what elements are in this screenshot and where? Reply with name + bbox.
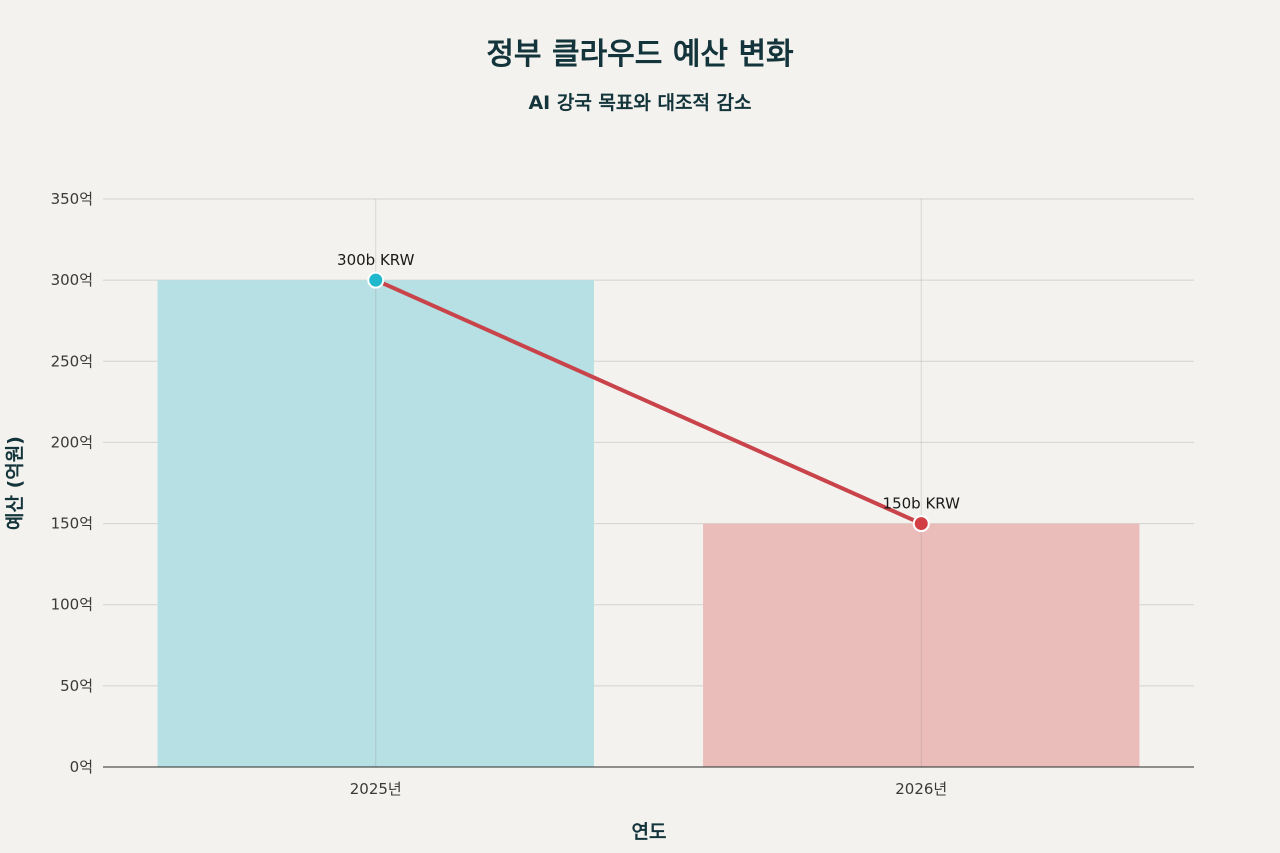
x-tick-label: 2025년 (350, 780, 402, 798)
chart-title: 정부 클라우드 예산 변화 (486, 37, 794, 72)
x-tick-label: 2026년 (895, 780, 947, 798)
trend-line (367, 271, 930, 533)
y-tick-label: 100억 (51, 596, 93, 614)
data-label-0: 300b KRW (337, 251, 415, 269)
x-axis-ticks: 2025년 2026년 (350, 780, 947, 798)
series-line (373, 278, 924, 526)
y-axis-ticks: 0억 50억 100억 150억 200억 250억 300억 350억 (51, 190, 93, 776)
y-tick-label: 300억 (51, 271, 93, 289)
point-1 (912, 515, 930, 533)
bar-1 (703, 523, 1140, 767)
y-axis-title: 예산 (억원) (4, 436, 26, 530)
data-label-1: 150b KRW (883, 495, 961, 513)
bar-0 (157, 280, 594, 767)
bars (157, 280, 1140, 767)
y-tick-label: 250억 (51, 352, 93, 370)
data-labels: 300b KRW 150b KRW (337, 251, 960, 512)
vertical-grid (375, 199, 922, 767)
y-tick-label: 150억 (51, 515, 93, 533)
x-axis-title: 연도 (632, 821, 667, 843)
point-0 (367, 271, 385, 289)
y-tick-label: 350억 (51, 190, 93, 208)
y-tick-label: 0억 (70, 758, 93, 776)
chart-subtitle: AI 강국 목표와 대조적 감소 (528, 92, 751, 114)
y-tick-label: 50억 (60, 677, 93, 695)
y-tick-label: 200억 (51, 433, 93, 451)
